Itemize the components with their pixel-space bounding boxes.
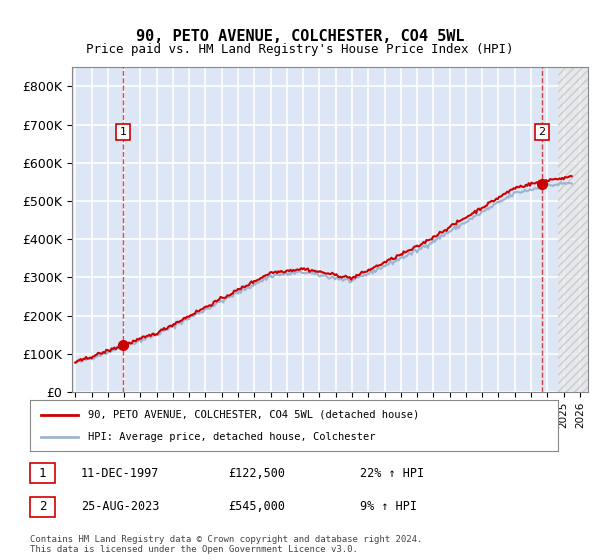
Text: £122,500: £122,500: [228, 466, 285, 480]
Text: 25-AUG-2023: 25-AUG-2023: [81, 500, 160, 514]
Text: 2: 2: [538, 127, 545, 137]
Text: 1: 1: [120, 127, 127, 137]
Text: 2: 2: [39, 500, 46, 514]
Bar: [558, 67, 588, 392]
Text: Price paid vs. HM Land Registry's House Price Index (HPI): Price paid vs. HM Land Registry's House …: [86, 43, 514, 56]
Text: 90, PETO AVENUE, COLCHESTER, CO4 5WL (detached house): 90, PETO AVENUE, COLCHESTER, CO4 5WL (de…: [88, 409, 419, 419]
Text: Contains HM Land Registry data © Crown copyright and database right 2024.
This d: Contains HM Land Registry data © Crown c…: [30, 535, 422, 554]
Text: £545,000: £545,000: [228, 500, 285, 514]
Text: 1: 1: [39, 466, 46, 480]
Text: HPI: Average price, detached house, Colchester: HPI: Average price, detached house, Colc…: [88, 432, 376, 442]
Text: 11-DEC-1997: 11-DEC-1997: [81, 466, 160, 480]
Text: 22% ↑ HPI: 22% ↑ HPI: [360, 466, 424, 480]
Text: 90, PETO AVENUE, COLCHESTER, CO4 5WL: 90, PETO AVENUE, COLCHESTER, CO4 5WL: [136, 29, 464, 44]
Text: 9% ↑ HPI: 9% ↑ HPI: [360, 500, 417, 514]
